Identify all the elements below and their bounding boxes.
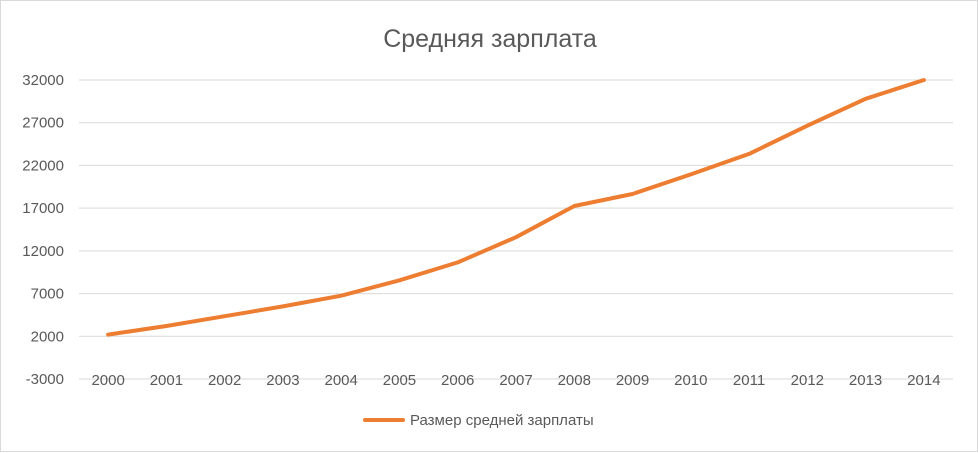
series-lines (106, 78, 926, 337)
x-tick-label: 2001 (150, 372, 183, 389)
x-tick-label: 2014 (907, 372, 940, 389)
x-tick-label: 2011 (733, 372, 765, 389)
legend-label: Размер средней зарплаты (410, 412, 594, 429)
x-tick-label: 2013 (849, 372, 882, 389)
y-tick-label: 27000 (22, 115, 64, 132)
x-tick-label: 2005 (383, 372, 416, 389)
y-axis-ticks: -3000 2000 7000 12000 17000 22000 27000 32000 (22, 72, 64, 388)
x-axis-ticks: 2000 2001 2002 2003 2004 2005 2006 2007 2008 2009… (91, 372, 940, 389)
y-tick-label: 17000 (22, 200, 64, 217)
y-tick-label: 12000 (22, 243, 64, 260)
y-tick-label: 7000 (31, 286, 64, 303)
x-tick-label: 2004 (325, 372, 358, 389)
x-tick-label: 2010 (674, 372, 707, 389)
x-tick-label: 2003 (266, 372, 299, 389)
x-tick-label: 2000 (91, 372, 124, 389)
legend: Размер средней зарплаты (363, 412, 594, 429)
y-tick-label: 2000 (31, 328, 64, 345)
gridlines (79, 79, 953, 380)
y-tick-label: -3000 (26, 371, 64, 388)
x-tick-label: 2008 (558, 372, 591, 389)
x-tick-label: 2002 (208, 372, 241, 389)
y-tick-label: 22000 (22, 157, 64, 174)
x-tick-label: 2007 (499, 372, 532, 389)
x-tick-label: 2012 (791, 372, 824, 389)
x-tick-label: 2006 (441, 372, 474, 389)
x-tick-label: 2009 (616, 372, 649, 389)
series-line-0 (106, 78, 926, 337)
y-tick-label: 32000 (22, 72, 64, 89)
chart-title: Средняя зарплата (383, 25, 597, 53)
